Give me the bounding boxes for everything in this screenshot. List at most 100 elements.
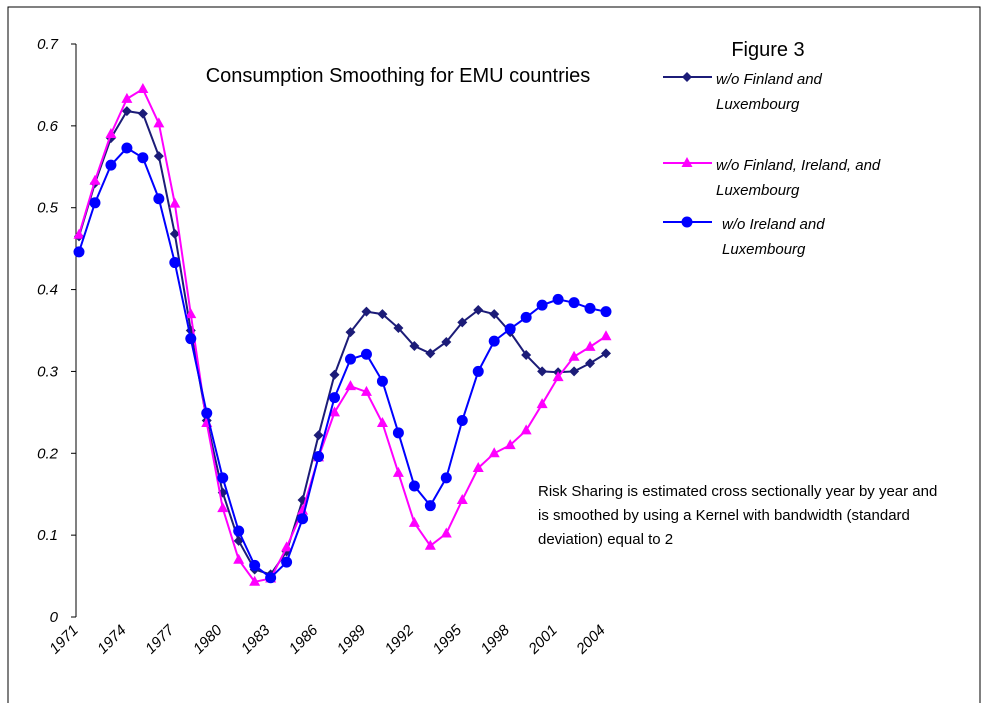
marker [73, 228, 85, 239]
y-tick-label: 0.7 [37, 36, 59, 53]
marker [137, 83, 149, 94]
x-tick-label: 1989 [334, 621, 370, 657]
y-tick-label: 0.5 [37, 200, 59, 217]
marker [568, 297, 580, 309]
x-tick-label: 1977 [142, 621, 178, 657]
series [74, 106, 611, 580]
marker [137, 108, 148, 119]
marker [281, 556, 293, 568]
x-tick-label: 1986 [286, 621, 322, 657]
marker [360, 348, 372, 360]
marker [392, 466, 404, 477]
y-tick-label: 0.1 [37, 527, 58, 544]
marker [185, 333, 197, 345]
marker [376, 416, 388, 427]
marker [600, 330, 612, 341]
marker [249, 559, 261, 571]
marker [360, 385, 372, 396]
x-tick-label: 1974 [94, 622, 130, 658]
figure-label: Figure 3 [731, 39, 804, 61]
marker [329, 392, 341, 404]
marker [329, 406, 341, 417]
marker [361, 306, 372, 317]
marker [169, 257, 181, 269]
marker [520, 311, 532, 323]
marker [600, 306, 612, 318]
marker [233, 525, 245, 537]
line [78, 146, 607, 580]
marker [441, 336, 452, 347]
marker [584, 340, 596, 351]
marker [472, 365, 484, 377]
marker [217, 472, 229, 484]
x-tick-label: 1980 [190, 621, 226, 657]
marker [297, 504, 309, 515]
x-tick-label: 1992 [382, 621, 418, 657]
marker [105, 159, 117, 171]
marker [249, 575, 261, 586]
marker [344, 380, 356, 391]
series [73, 83, 612, 586]
marker [521, 350, 532, 361]
marker [169, 228, 180, 239]
marker [377, 309, 388, 320]
marker [585, 358, 596, 369]
marker [153, 193, 165, 205]
marker [568, 350, 580, 361]
marker [89, 174, 101, 185]
marker [313, 451, 325, 463]
marker [504, 439, 516, 450]
chart-title: Consumption Smoothing for EMU countries [206, 65, 591, 87]
marker [392, 427, 404, 439]
legend-label: w/o Ireland and Luxembourg [722, 216, 825, 258]
x-tick-label: 2001 [525, 622, 561, 658]
marker [552, 293, 564, 305]
marker [313, 430, 324, 441]
marker [393, 323, 404, 334]
marker [520, 424, 532, 435]
marker [201, 407, 213, 419]
marker [185, 308, 197, 319]
marker [153, 151, 164, 162]
marker [584, 302, 596, 314]
marker [536, 299, 548, 311]
line [78, 87, 607, 583]
marker [409, 341, 420, 352]
annotation: Risk Sharing is estimated cross sectiona… [538, 483, 938, 548]
marker [488, 335, 500, 347]
marker [489, 309, 500, 320]
y-tick-label: 0.4 [37, 282, 58, 299]
marker [73, 246, 85, 258]
x-tick-label: 1971 [46, 622, 82, 658]
marker [456, 415, 468, 427]
x-tick-label: 1995 [429, 621, 465, 657]
legend-label: w/o Finland and Luxembourg [716, 71, 822, 113]
marker [233, 553, 245, 564]
marker [344, 353, 356, 365]
marker [488, 447, 500, 458]
marker [137, 152, 149, 164]
marker [440, 472, 452, 484]
marker [424, 539, 436, 550]
marker [504, 323, 516, 335]
y-tick-label: 0.6 [37, 118, 59, 135]
marker [265, 572, 277, 584]
frame [7, 6, 981, 703]
marker [536, 398, 548, 409]
y-tick-label: 0.2 [37, 445, 59, 462]
marker [552, 371, 564, 382]
marker [682, 72, 692, 82]
marker [169, 197, 181, 208]
x-tick-label: 2004 [573, 622, 609, 658]
line [78, 110, 607, 576]
marker [681, 157, 693, 167]
marker [89, 197, 101, 209]
marker [408, 516, 420, 527]
legend-label: w/o Finland, Ireland, and Luxembourg [716, 157, 881, 199]
marker [121, 106, 132, 117]
marker [440, 527, 452, 538]
marker [281, 541, 293, 552]
y-tick-label: 0 [50, 609, 59, 626]
